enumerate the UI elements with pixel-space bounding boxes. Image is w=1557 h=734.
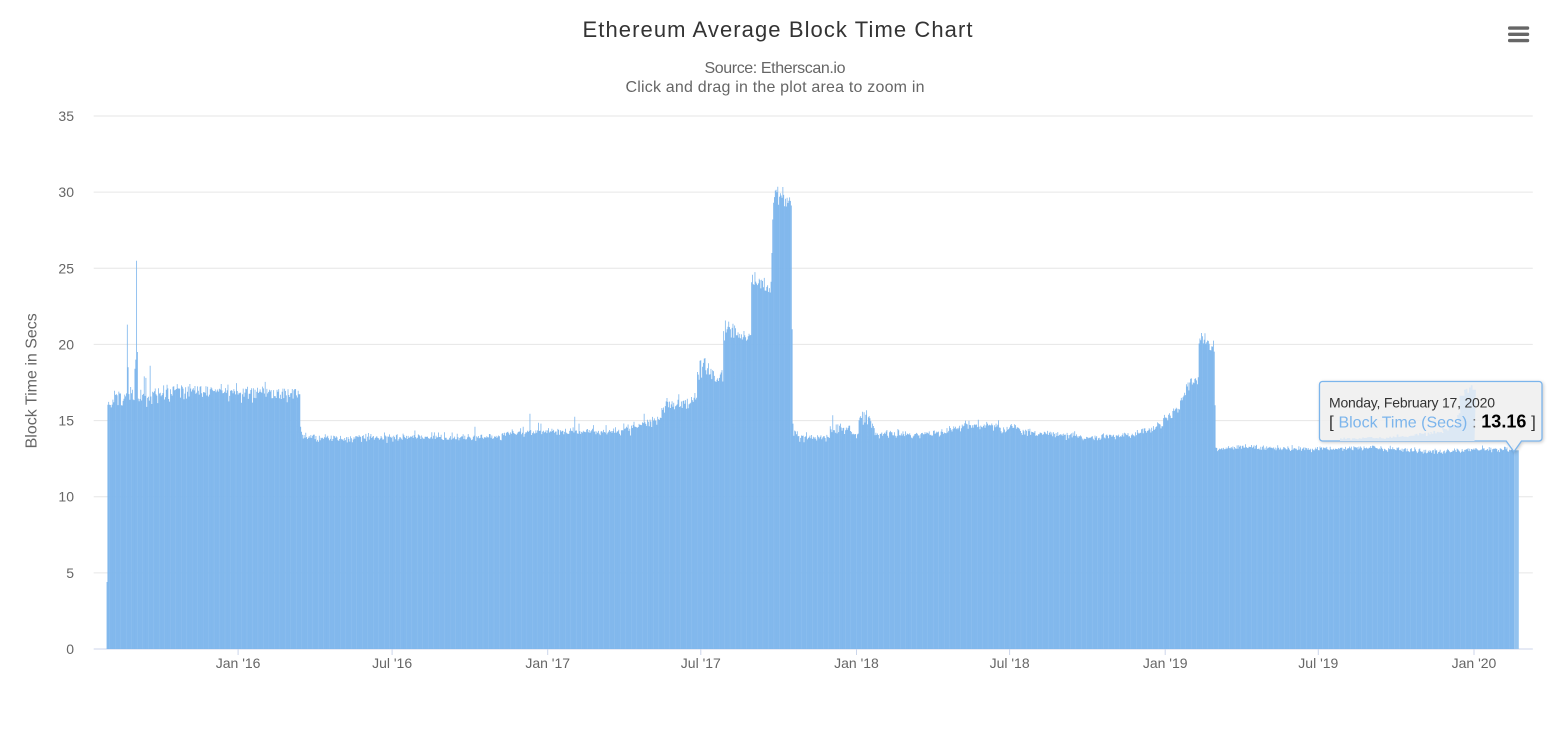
svg-text:Jan '17: Jan '17 — [525, 655, 570, 671]
svg-text:35: 35 — [58, 108, 74, 124]
svg-text:0: 0 — [66, 641, 74, 657]
svg-text:Block Time in Secs: Block Time in Secs — [24, 313, 41, 448]
svg-text:Jul '17: Jul '17 — [681, 655, 721, 671]
svg-text:Click and drag in the plot are: Click and drag in the plot area to zoom … — [626, 79, 925, 96]
svg-text:Jul '19: Jul '19 — [1298, 655, 1338, 671]
svg-text:[ Block Time (Secs) : 13.16 ]: [ Block Time (Secs) : 13.16 ] — [1329, 412, 1536, 432]
svg-text:Jul '16: Jul '16 — [372, 655, 412, 671]
svg-text:Jul '18: Jul '18 — [990, 655, 1030, 671]
svg-text:5: 5 — [66, 565, 74, 581]
svg-text:Ethereum Average Block Time Ch: Ethereum Average Block Time Chart — [583, 17, 973, 42]
svg-text:Source: Etherscan.io: Source: Etherscan.io — [705, 60, 846, 77]
svg-text:20: 20 — [58, 336, 74, 352]
svg-text:Jan '20: Jan '20 — [1452, 655, 1497, 671]
svg-text:Monday, February 17, 2020: Monday, February 17, 2020 — [1329, 395, 1495, 411]
svg-text:10: 10 — [58, 489, 74, 505]
svg-text:15: 15 — [58, 413, 74, 429]
svg-text:30: 30 — [58, 184, 74, 200]
svg-text:Jan '18: Jan '18 — [834, 655, 879, 671]
svg-text:Jan '19: Jan '19 — [1143, 655, 1188, 671]
svg-text:Jan '16: Jan '16 — [216, 655, 261, 671]
svg-text:25: 25 — [58, 260, 74, 276]
